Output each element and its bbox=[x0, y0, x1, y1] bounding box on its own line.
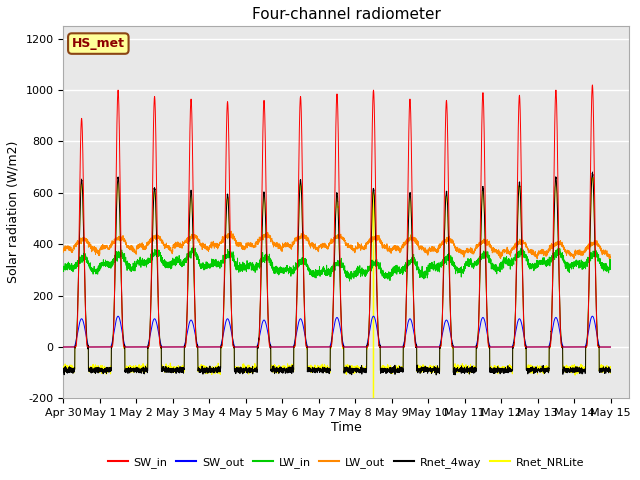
Text: HS_met: HS_met bbox=[72, 37, 125, 50]
X-axis label: Time: Time bbox=[331, 421, 362, 434]
Y-axis label: Solar radiation (W/m2): Solar radiation (W/m2) bbox=[7, 141, 20, 283]
Title: Four-channel radiometer: Four-channel radiometer bbox=[252, 7, 440, 22]
Legend: SW_in, SW_out, LW_in, LW_out, Rnet_4way, Rnet_NRLite: SW_in, SW_out, LW_in, LW_out, Rnet_4way,… bbox=[104, 452, 589, 472]
